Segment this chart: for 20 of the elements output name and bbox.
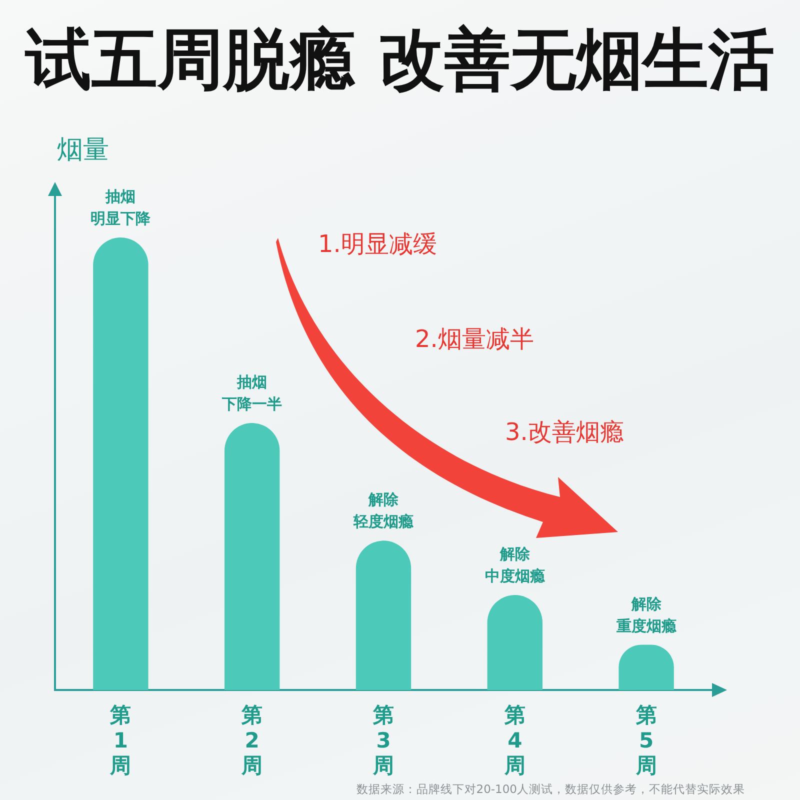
bar (356, 540, 412, 690)
annotation: 抽烟明显下降 (90, 188, 152, 228)
bar (93, 238, 148, 690)
bar (224, 423, 280, 690)
x-tick-label: 第3周 (372, 703, 394, 778)
x-tick-label: 第1周 (109, 703, 132, 778)
annotation: 解除重度烟瘾 (615, 594, 678, 635)
x-tick-label: 第2周 (240, 703, 263, 778)
source-note: 数据来源：品牌线下对20-100人测试，数据仅供参考，不能代替实际效果 (356, 782, 745, 797)
annotation: 2.烟量减半 (415, 324, 534, 355)
annotation: 3.改善烟瘾 (505, 417, 624, 448)
annotation: 1.明显减缓 (318, 229, 437, 260)
bar (487, 594, 542, 690)
chart-title: 试五周脱瘾 改善无烟生活 (24, 20, 776, 100)
x-tick-label: 第5周 (634, 703, 657, 778)
y-axis-title: 烟量 (57, 134, 109, 167)
annotation: 解除轻度烟瘾 (352, 490, 414, 531)
annotation: 解除中度烟瘾 (484, 544, 546, 585)
annotation: 抽烟下降一半 (221, 373, 282, 414)
x-tick-label: 第4周 (503, 703, 526, 778)
